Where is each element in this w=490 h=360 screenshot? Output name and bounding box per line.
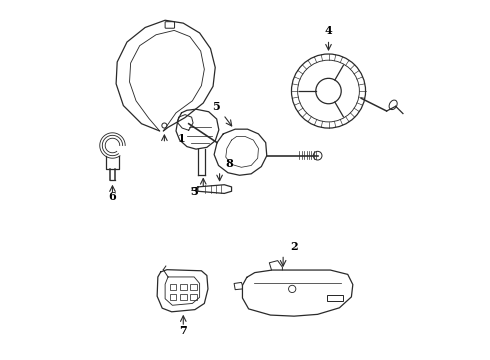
Text: 8: 8	[226, 158, 234, 168]
Bar	[170, 284, 176, 290]
Text: 7: 7	[179, 325, 187, 336]
Bar	[170, 294, 176, 300]
Text: 3: 3	[191, 186, 198, 197]
Text: 6: 6	[108, 191, 116, 202]
Bar	[180, 294, 187, 300]
Bar	[190, 294, 196, 300]
Text: 4: 4	[324, 25, 332, 36]
Text: 5: 5	[212, 101, 220, 112]
Text: 2: 2	[291, 241, 298, 252]
Text: 1: 1	[178, 133, 185, 144]
Bar	[180, 284, 187, 290]
Bar	[327, 295, 343, 301]
Bar	[190, 284, 196, 290]
